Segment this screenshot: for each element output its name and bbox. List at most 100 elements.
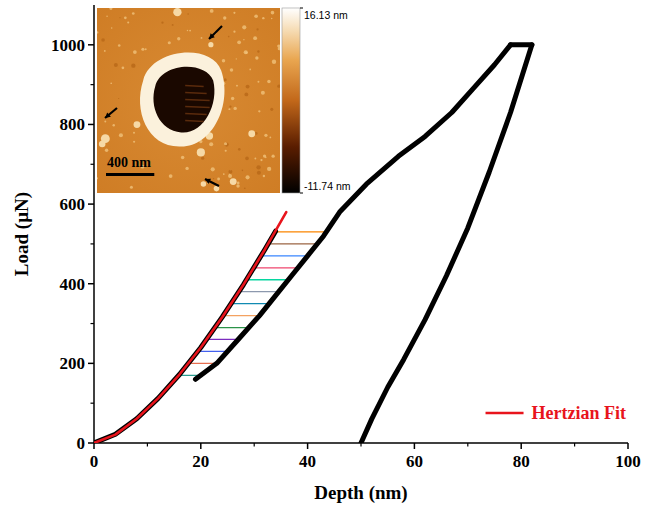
pop-in-line xyxy=(276,231,327,232)
afm-speckle xyxy=(249,69,251,71)
afm-speckle xyxy=(271,11,275,15)
afm-speckle xyxy=(262,17,264,19)
y-minor-tick xyxy=(91,403,95,404)
arrow xyxy=(205,179,219,186)
load-curve xyxy=(361,45,532,443)
afm-particle xyxy=(248,130,255,137)
x-minor-tick xyxy=(147,443,148,447)
afm-speckle xyxy=(110,82,112,84)
afm-speckle xyxy=(261,91,265,95)
y-minor-tick xyxy=(91,323,95,324)
afm-speckle xyxy=(237,40,241,44)
afm-particle xyxy=(101,134,110,143)
afm-speckle xyxy=(254,14,258,18)
pop-in-line xyxy=(215,327,249,328)
afm-speckle xyxy=(233,31,235,33)
afm-speckle xyxy=(263,154,266,157)
afm-speckle xyxy=(255,132,258,135)
plot-area xyxy=(94,45,532,443)
afm-speckle xyxy=(257,81,259,83)
afm-speckle xyxy=(225,150,227,152)
pop-in-line xyxy=(261,255,307,256)
pop-in-line xyxy=(239,291,279,292)
afm-speckle xyxy=(236,184,239,187)
afm-speckle xyxy=(238,148,241,151)
afm-speckle xyxy=(132,12,135,15)
afm-speckle xyxy=(109,8,112,10)
indent-streak xyxy=(185,114,207,115)
pop-in-line xyxy=(254,267,298,268)
afm-speckle xyxy=(244,50,248,54)
afm-speckle xyxy=(270,108,273,111)
afm-speckle xyxy=(277,44,280,47)
afm-speckle xyxy=(217,178,220,181)
indent-streak xyxy=(185,107,210,108)
afm-speckle xyxy=(236,58,237,59)
y-tick-label: 200 xyxy=(60,354,86,373)
y-minor-tick xyxy=(91,84,95,85)
afm-speckle xyxy=(229,105,231,107)
afm-speckle xyxy=(168,41,171,44)
afm-speckle xyxy=(223,173,225,175)
afm-speckle xyxy=(106,15,107,16)
afm-speckle xyxy=(224,142,227,145)
y-tick xyxy=(88,363,94,365)
afm-speckle xyxy=(225,142,229,146)
x-minor-tick xyxy=(254,443,255,447)
afm-speckle xyxy=(271,18,272,19)
afm-speckle xyxy=(260,159,262,161)
afm-speckle xyxy=(105,149,108,152)
afm-speckle xyxy=(145,48,147,50)
afm-speckle xyxy=(161,22,163,24)
afm-speckle xyxy=(269,137,271,139)
afm-image xyxy=(97,8,280,193)
afm-speckle xyxy=(237,182,240,185)
afm-speckle xyxy=(230,68,234,72)
afm-speckle xyxy=(246,175,250,179)
afm-speckle xyxy=(244,187,246,189)
arrow-head xyxy=(205,179,211,184)
x-tick-label: 40 xyxy=(299,452,316,471)
afm-speckle xyxy=(119,133,123,137)
afm-speckle xyxy=(189,30,191,32)
x-minor-tick xyxy=(467,443,468,447)
pop-in-line xyxy=(247,279,289,280)
afm-speckle xyxy=(277,85,280,88)
scale-bar xyxy=(106,173,154,176)
afm-speckle xyxy=(257,50,259,52)
y-tick-label: 0 xyxy=(77,434,86,453)
afm-speckle xyxy=(210,9,214,13)
load-curve xyxy=(94,231,276,443)
afm-speckle xyxy=(133,132,135,134)
afm-speckle xyxy=(172,24,174,26)
afm-speckle xyxy=(271,155,274,158)
afm-speckle xyxy=(223,16,226,19)
afm-speckle xyxy=(264,134,267,137)
afm-speckle xyxy=(201,37,203,39)
afm-speckle xyxy=(231,97,234,100)
afm-speckle xyxy=(255,56,258,59)
afm-speckle xyxy=(242,25,246,29)
arrow-head xyxy=(209,33,215,39)
afm-speckle xyxy=(258,110,260,112)
pop-in-line xyxy=(269,243,318,244)
afm-particle xyxy=(230,178,237,185)
x-tick-label: 20 xyxy=(192,452,209,471)
x-tick xyxy=(307,443,309,449)
afm-speckle xyxy=(131,63,135,67)
afm-speckle xyxy=(228,174,232,178)
afm-speckle xyxy=(104,120,106,122)
y-axis xyxy=(93,5,95,443)
afm-speckle xyxy=(267,167,271,171)
colorbar-label: 16.13 nm xyxy=(304,9,348,21)
y-minor-tick xyxy=(91,164,95,165)
x-tick xyxy=(93,443,95,449)
afm-speckle xyxy=(228,108,230,110)
afm-speckle xyxy=(257,171,261,175)
legend-label: Hertzian Fit xyxy=(532,403,626,423)
y-tick-label: 400 xyxy=(60,275,86,294)
y-tick xyxy=(88,44,94,46)
afm-speckle xyxy=(211,167,215,171)
afm-speckle xyxy=(213,178,214,179)
x-minor-tick xyxy=(360,443,361,447)
